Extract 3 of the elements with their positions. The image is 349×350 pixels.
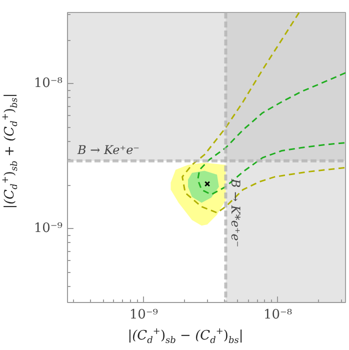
band-label: B → K*e⁺e⁻: [228, 178, 243, 248]
text: |(C$_{d}$$^{+}$)$_{sb}$ − (C$_{d}$$^{+}$)$_{bs}$|: [128, 327, 244, 346]
band-label: B → Ke⁺e⁻: [76, 142, 140, 157]
